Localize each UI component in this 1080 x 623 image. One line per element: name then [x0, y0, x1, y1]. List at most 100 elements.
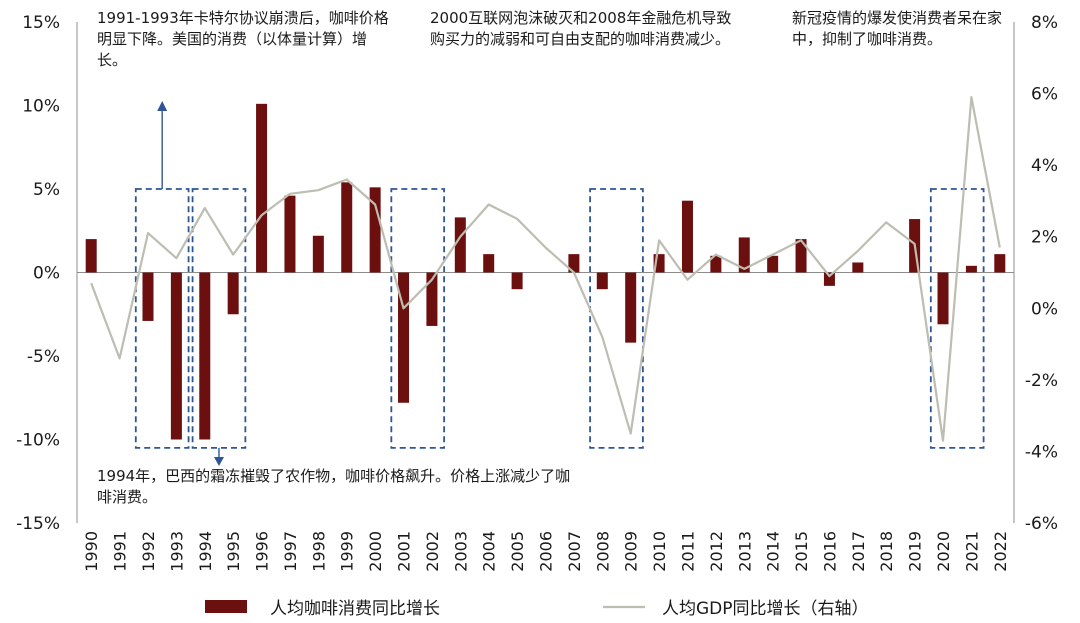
bar-series [85, 103, 1006, 440]
legend-line-label: 人均GDP同比增长（右轴） [662, 599, 869, 619]
highlight-box [589, 188, 644, 449]
legend-bar-swatch [205, 600, 247, 613]
left-tick-label: 15% [22, 13, 60, 33]
right-tick-label: -2% [1025, 371, 1058, 391]
bar-2003 [454, 217, 466, 273]
x-tick-label: 2004 [480, 531, 499, 572]
x-tick-label: 2013 [735, 531, 754, 572]
bar-2012 [710, 255, 722, 273]
bar-2009 [625, 272, 637, 343]
right-tick-label: 8% [1031, 13, 1058, 33]
bar-2011 [681, 200, 693, 273]
x-tick-label: 2011 [679, 531, 698, 572]
left-tick-label: 0% [33, 264, 60, 284]
line-series [90, 95, 1001, 442]
x-tick-label: 2017 [849, 531, 868, 572]
bar-2004 [483, 254, 495, 273]
left-tick-label: -10% [16, 431, 60, 451]
x-tick-label: 2012 [707, 531, 726, 572]
x-tick-label: 2006 [537, 531, 556, 572]
x-tick-label: 2018 [877, 531, 896, 572]
x-tick-label: 1996 [253, 531, 272, 572]
bar-2013 [738, 237, 750, 273]
x-tick-label: 1995 [224, 531, 243, 572]
highlight-box [390, 188, 446, 449]
annotation-arrows [157, 101, 224, 466]
bar-1993 [170, 272, 182, 440]
bar-1994 [199, 272, 211, 440]
bar-2022 [994, 254, 1006, 273]
x-tick-label: 2009 [622, 531, 641, 572]
arrow-up-head [157, 101, 168, 111]
legend-bar-label: 人均咖啡消费同比增长 [270, 599, 440, 619]
left-axis-tick-labels: 15% 10% 5% 0% -5% -10% -15% [16, 13, 60, 534]
x-tick-label: 2021 [962, 531, 981, 572]
right-tick-label: 0% [1031, 299, 1058, 319]
bar-1990 [85, 239, 97, 273]
highlight-box [929, 188, 985, 449]
x-tick-label: 1994 [196, 531, 215, 572]
x-tick-label: 2010 [650, 531, 669, 572]
x-tick-label: 1999 [338, 531, 357, 572]
x-tick-label: 2016 [820, 531, 839, 572]
x-tick-label: 2007 [565, 531, 584, 572]
x-tick-label: 2002 [423, 531, 442, 572]
left-tick-label: -15% [16, 514, 60, 534]
right-axis-tick-labels: 8% 6% 4% 2% 0% -2% -4% -6% [1025, 13, 1058, 534]
x-tick-label: 1998 [309, 531, 328, 572]
bar-2007 [568, 254, 580, 273]
bar-2008 [596, 272, 608, 290]
right-tick-label: 4% [1031, 156, 1058, 176]
x-tick-label: 1991 [111, 531, 130, 572]
bar-2002 [426, 272, 438, 326]
bar-1995 [227, 272, 239, 315]
x-tick-label: 2008 [593, 531, 612, 572]
right-tick-label: 6% [1031, 85, 1058, 105]
highlight-boxes [134, 188, 985, 449]
bar-1999 [341, 182, 353, 273]
right-tick-label: -6% [1025, 514, 1058, 534]
x-tick-label: 2003 [451, 531, 470, 572]
bar-2000 [369, 187, 381, 273]
x-tick-label: 2000 [366, 531, 385, 572]
bar-1996 [256, 103, 268, 273]
annotation-brazil-frost: 1994年，巴西的霜冻摧毁了农作物，咖啡价格飙升。价格上涨减少了咖啡消费。 [97, 467, 571, 506]
bar-2015 [795, 239, 807, 273]
bar-2001 [398, 272, 410, 403]
x-tick-label: 2001 [395, 531, 414, 572]
highlight-box [191, 188, 247, 449]
x-tick-label: 1997 [281, 531, 300, 572]
legend-swatches [205, 600, 645, 613]
left-tick-label: 10% [22, 97, 60, 117]
bar-1997 [284, 195, 296, 273]
right-tick-label: -4% [1025, 442, 1058, 462]
bar-2021 [965, 265, 977, 273]
highlight-box [134, 188, 190, 449]
x-axis-tick-labels: 1990 1991 1992 1993 1994 1995 1996 1997 1998 1999… [82, 531, 1010, 572]
x-tick-label: 2022 [991, 531, 1010, 572]
left-tick-label: -5% [27, 347, 60, 367]
annotation-dotcom-financial-crisis: 2000互联网泡沫破灭和2008年金融危机导致购买力的减弱和可自由支配的咖啡消费… [430, 9, 732, 48]
gdp-growth-line [90, 95, 1001, 442]
bar-2010 [653, 254, 665, 273]
arrow-down-head [213, 457, 224, 466]
x-tick-label: 2005 [508, 531, 527, 572]
annotation-covid: 新冠疫情的爆发使消费者呆在家中，抑制了咖啡消费。 [792, 9, 1003, 48]
x-tick-label: 2014 [764, 531, 783, 572]
x-tick-label: 1992 [139, 531, 158, 572]
bar-2005 [511, 272, 523, 290]
right-tick-label: 2% [1031, 228, 1058, 248]
axes [76, 22, 1015, 523]
bar-2016 [823, 272, 835, 286]
x-tick-label: 2015 [792, 531, 811, 572]
annotation-cartel-collapse: 1991-1993年卡特尔协议崩溃后，咖啡价格明显下降。美国的消费（以体量计算）… [97, 9, 389, 69]
left-tick-label: 5% [33, 180, 60, 200]
x-tick-label: 1993 [167, 531, 186, 572]
bar-1992 [142, 272, 154, 321]
x-tick-label: 1990 [82, 531, 101, 572]
bar-1998 [312, 235, 324, 273]
bar-2017 [852, 262, 864, 273]
bar-2020 [937, 272, 949, 325]
bar-2014 [767, 255, 779, 273]
